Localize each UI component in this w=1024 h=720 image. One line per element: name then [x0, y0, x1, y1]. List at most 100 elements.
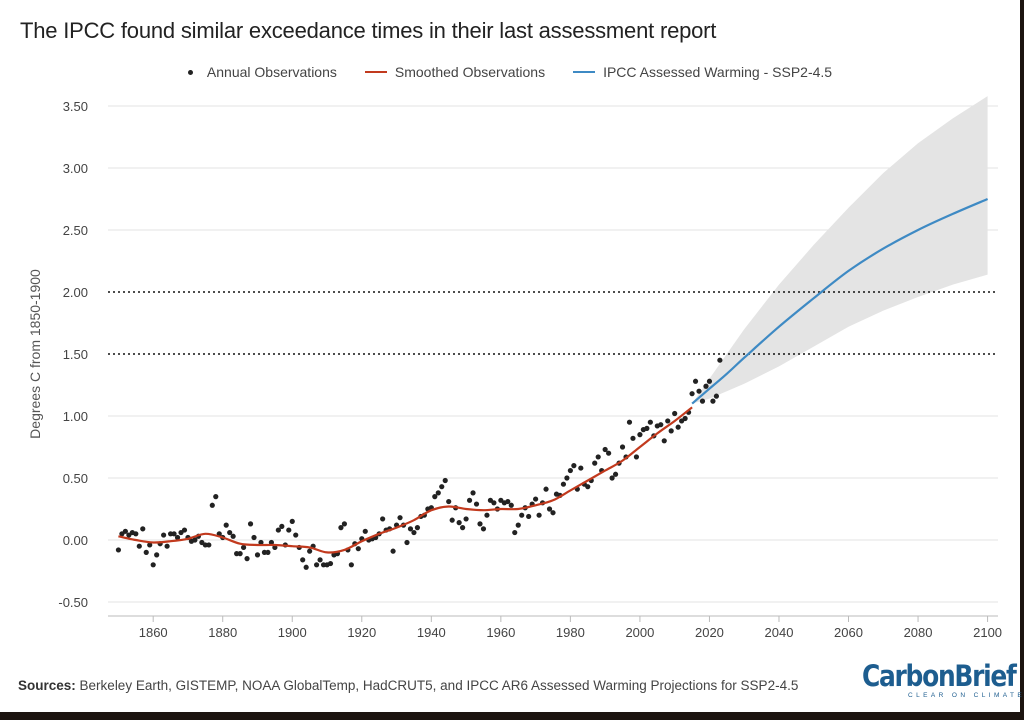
y-tick-label: 3.50 — [63, 99, 88, 114]
annual-observation-point — [254, 552, 261, 558]
y-tick-label: -0.50 — [58, 595, 88, 610]
annual-observation-point — [115, 547, 122, 553]
annual-observation-point — [460, 525, 466, 531]
annual-observation-point — [404, 539, 410, 546]
annual-observation-point — [303, 564, 309, 570]
annual-observation-point — [515, 522, 521, 528]
annual-observation-point — [286, 527, 292, 533]
annual-observation-point — [633, 454, 640, 460]
annual-observation-point — [227, 529, 233, 536]
annual-observation-point — [293, 532, 299, 538]
smoothed-observations-line — [118, 406, 693, 554]
annual-observation-point — [380, 516, 386, 522]
annual-observation-point — [508, 502, 514, 508]
y-tick-label: 0.00 — [63, 533, 88, 548]
annual-observation-point — [619, 444, 626, 450]
annual-observation-point — [571, 463, 577, 469]
source-text: Berkeley Earth, GISTEMP, NOAA GlobalTemp… — [79, 678, 799, 693]
legend-item-ipcc: IPCC Assessed Warming - SSP2-4.5 — [573, 64, 832, 80]
annual-observation-point — [140, 526, 146, 532]
annual-observation-point — [300, 557, 306, 563]
annual-observation-point — [223, 522, 229, 528]
annual-observation-point — [164, 543, 170, 549]
annual-observation-point — [251, 534, 257, 541]
annual-observation-point — [466, 497, 473, 503]
annual-observation-point — [327, 560, 334, 567]
annual-observation-point — [435, 490, 441, 496]
annual-observation-point — [612, 471, 619, 477]
annual-observation-point — [630, 435, 636, 441]
ipcc-assessed-warming-line — [691, 197, 989, 405]
annual-observation-point — [564, 475, 570, 481]
annual-observation-point — [665, 418, 671, 424]
annual-observation-point — [692, 378, 699, 384]
y-axis-label: Degrees C from 1850-1900 — [27, 269, 43, 439]
y-tick-label: 1.50 — [63, 347, 88, 362]
annual-observation-point — [133, 531, 139, 537]
x-tick-label: 1900 — [278, 625, 307, 640]
annual-observation-point — [560, 481, 567, 487]
annual-observation-point — [122, 528, 128, 534]
source-note: Sources: Berkeley Earth, GISTEMP, NOAA G… — [18, 678, 798, 693]
annual-observation-point — [439, 484, 445, 490]
annual-observation-point — [279, 523, 285, 529]
logo-wordmark: CarbonBrief — [862, 659, 1017, 693]
x-tick-label: 1940 — [417, 625, 446, 640]
annual-observation-point — [341, 521, 348, 527]
annual-observation-point — [147, 542, 153, 548]
annual-observation-point — [258, 539, 264, 546]
annual-observation-point — [606, 450, 612, 456]
annual-observation-point — [703, 383, 709, 389]
annual-observation-point — [338, 525, 344, 531]
annual-observation-point — [154, 552, 160, 558]
legend-line-icon — [573, 71, 596, 73]
annual-observation-point — [240, 544, 247, 551]
annual-observation-point — [150, 562, 156, 568]
annual-observation-point — [585, 484, 591, 490]
x-tick-label: 2040 — [765, 625, 794, 640]
annual-observation-point — [268, 539, 274, 546]
legend-label-ipcc: IPCC Assessed Warming - SSP2-4.5 — [603, 64, 833, 80]
x-tick-label: 1920 — [347, 625, 376, 640]
annual-observation-point — [449, 517, 455, 523]
annual-observation-point — [213, 494, 219, 500]
annual-observation-point — [713, 393, 719, 399]
annual-observation-point — [682, 415, 688, 422]
annual-observation-point — [317, 557, 323, 563]
annual-observation-point — [442, 477, 448, 484]
annual-observation-point — [275, 527, 281, 533]
annual-observation-point — [661, 438, 667, 444]
annual-observation-point — [470, 490, 476, 496]
legend-dot-icon — [187, 69, 193, 75]
legend-label-smoothed: Smoothed Observations — [394, 64, 546, 80]
annual-observation-point — [602, 446, 608, 453]
x-tick-label: 2100 — [973, 625, 1002, 640]
annual-observation-point — [390, 548, 396, 554]
annual-observation-point — [143, 549, 149, 556]
annual-observation-point — [519, 512, 525, 518]
annual-observation-point — [644, 425, 650, 431]
annual-observation-point — [136, 543, 142, 549]
x-tick-label: 1980 — [556, 625, 585, 640]
x-tick-label: 2000 — [625, 625, 654, 640]
carbonbrief-logo: CarbonBrief CLEAR ON CLIMATE — [862, 659, 1022, 708]
annual-observation-point — [626, 419, 633, 425]
annual-observation-point — [505, 498, 511, 505]
chart-title: The IPCC found similar exceedance times … — [20, 18, 717, 43]
annual-observation-point — [446, 498, 452, 505]
annual-observation-point — [699, 398, 706, 404]
annual-observation-point — [689, 391, 695, 397]
annual-observation-point — [463, 516, 469, 522]
annual-observation-point — [595, 454, 601, 460]
x-tick-label: 1860 — [139, 625, 168, 640]
annual-observation-point — [592, 460, 598, 466]
annual-observation-point — [578, 465, 584, 471]
legend-item-smoothed: Smoothed Observations — [364, 64, 546, 80]
annual-observation-point — [546, 506, 553, 512]
annual-observation-point — [313, 562, 320, 568]
annual-observation-point — [362, 528, 368, 534]
annual-observation-point — [647, 419, 653, 425]
annual-observation-point — [672, 410, 678, 417]
source-label: Sources: — [18, 678, 76, 693]
